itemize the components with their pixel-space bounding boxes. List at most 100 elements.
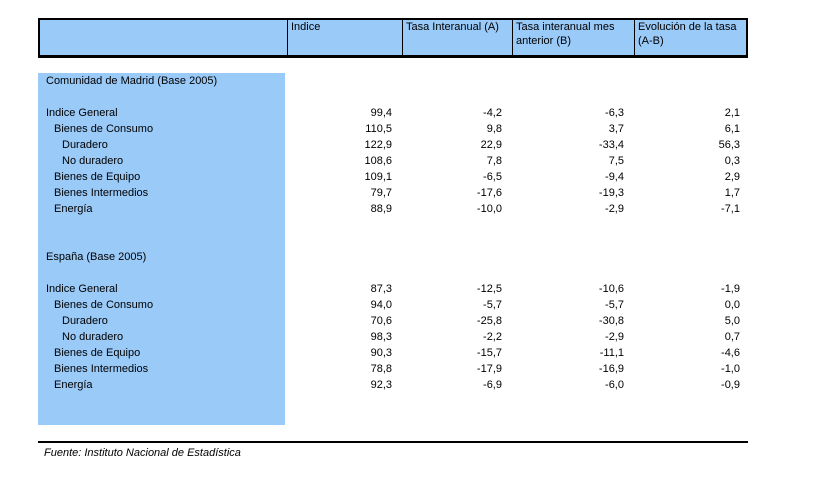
section-title-row: España (Base 2005) [38,249,748,265]
spacer-value-cell [510,409,632,425]
spacer-value-cell [510,73,632,89]
spacer-value-cell [285,233,400,249]
value-tasa-interanual-a: 7,8 [486,155,502,167]
table-row: Energía 92,3 -6,9 -6,0 -0,9 [38,377,748,393]
footer-divider [38,441,748,443]
spacer-value-cell [400,89,510,105]
value-tasa-interanual-mes-anterior-b: 7,5 [608,155,624,167]
value-tasa-interanual-mes-anterior-b: -6,3 [605,107,624,119]
spacer-value-cell [632,393,748,409]
value-indice: 122,9 [364,139,392,151]
value-evolucion-tasa-a-b: 2,1 [724,107,740,119]
table-row: Bienes Intermedios 78,8 -17,9 -16,9 -1,0 [38,361,748,377]
spacer-value-cell [510,233,632,249]
spacer-value-cell [285,393,400,409]
value-tasa-interanual-mes-anterior-b: -6,0 [605,379,624,391]
value-tasa-interanual-a: -17,6 [476,187,502,199]
value-tasa-interanual-a: 22,9 [480,139,502,151]
value-tasa-interanual-mes-anterior-b: -19,3 [598,187,624,199]
value-tasa-interanual-mes-anterior-b: -10,6 [598,283,624,295]
column-header-blank [40,20,287,55]
row-label: Bienes de Equipo [38,169,285,185]
value-tasa-interanual-a: -17,9 [476,363,502,375]
value-evolucion-tasa-a-b: 56,3 [718,139,740,151]
row-label: Indice General [38,281,285,297]
table-row: Bienes de Equipo 90,3 -15,7 -11,1 -4,6 [38,345,748,361]
row-label: Duradero [38,313,285,329]
row-label: Bienes Intermedios [38,361,285,377]
spacer-value-cell [632,233,748,249]
spacer-value-cell [632,217,748,233]
value-tasa-interanual-a: 9,8 [486,123,502,135]
spacer-row [38,89,748,105]
row-label: Bienes de Consumo [38,121,285,137]
spacer-value-cell [632,265,748,281]
table-row: No duradero 98,3 -2,2 -2,9 0,7 [38,329,748,345]
value-indice: 79,7 [370,187,392,199]
table-row: Bienes Intermedios 79,7 -17,6 -19,3 1,7 [38,185,748,201]
value-evolucion-tasa-a-b: -0,9 [721,379,740,391]
value-tasa-interanual-mes-anterior-b: -33,4 [598,139,624,151]
value-tasa-interanual-a: -25,8 [476,315,502,327]
value-evolucion-tasa-a-b: 1,7 [724,187,740,199]
column-header-tasa-interanual-mes-anterior-b: Tasa interanual mes anterior (B) [512,20,634,55]
spacer-value-cell [510,393,632,409]
spacer-value-cell [400,73,510,89]
spacer-value-cell [285,89,400,105]
value-indice: 94,0 [370,299,392,311]
spacer-row [38,265,748,281]
spacer-row [38,393,748,409]
row-label: No duradero [38,153,285,169]
column-header-indice: Indice [287,20,402,55]
table-row: Indice General 99,4 -4,2 -6,3 2,1 [38,105,748,121]
table-row: Bienes de Consumo 94,0 -5,7 -5,7 0,0 [38,297,748,313]
value-evolucion-tasa-a-b: -7,1 [721,203,740,215]
value-tasa-interanual-a: -5,7 [483,299,502,311]
value-tasa-interanual-a: -4,2 [483,107,502,119]
spacer-label-cell [38,89,285,105]
value-tasa-interanual-a: -12,5 [476,283,502,295]
value-indice: 109,1 [364,171,392,183]
row-label: Bienes Intermedios [38,185,285,201]
column-header-tasa-interanual-a: Tasa Interanual (A) [402,20,512,55]
value-evolucion-tasa-a-b: 0,0 [724,299,740,311]
value-tasa-interanual-mes-anterior-b: -9,4 [605,171,624,183]
row-label: Energía [38,377,285,393]
spacer-row [38,409,748,425]
section-title: Comunidad de Madrid (Base 2005) [38,73,285,89]
column-header-evolucion-tasa-a-b: Evolución de la tasa (A-B) [634,20,750,55]
spacer-value-cell [510,265,632,281]
row-label: Energía [38,201,285,217]
spacer-value-cell [400,393,510,409]
table-body: Comunidad de Madrid (Base 2005) Indice Ge… [38,73,748,425]
value-tasa-interanual-a: -10,0 [476,203,502,215]
spacer-label-cell [38,393,285,409]
section-title-row: Comunidad de Madrid (Base 2005) [38,73,748,89]
value-indice: 110,5 [365,123,392,135]
value-tasa-interanual-a: -15,7 [476,347,502,359]
spacer-value-cell [285,217,400,233]
value-tasa-interanual-mes-anterior-b: -2,9 [605,331,624,343]
value-indice: 92,3 [370,379,392,391]
spacer-value-cell [285,265,400,281]
value-tasa-interanual-a: -2,2 [483,331,502,343]
spacer-label-cell [38,265,285,281]
value-evolucion-tasa-a-b: -4,6 [721,347,740,359]
value-tasa-interanual-a: -6,9 [483,379,502,391]
table-row: Duradero 122,9 22,9 -33,4 56,3 [38,137,748,153]
row-label: Bienes de Equipo [38,345,285,361]
value-tasa-interanual-mes-anterior-b: -30,8 [598,315,624,327]
table-row: Indice General 87,3 -12,5 -10,6 -1,9 [38,281,748,297]
spacer-label-cell [38,233,285,249]
source-note: Fuente: Instituto Nacional de Estadístic… [44,447,241,459]
spacer-value-cell [285,249,400,265]
spacer-value-cell [632,89,748,105]
spacer-row [38,233,748,249]
value-indice: 108,6 [364,155,392,167]
spacer-label-cell [38,409,285,425]
value-tasa-interanual-mes-anterior-b: 3,7 [608,123,624,135]
spacer-value-cell [632,249,748,265]
spacer-value-cell [632,73,748,89]
spacer-row [38,217,748,233]
